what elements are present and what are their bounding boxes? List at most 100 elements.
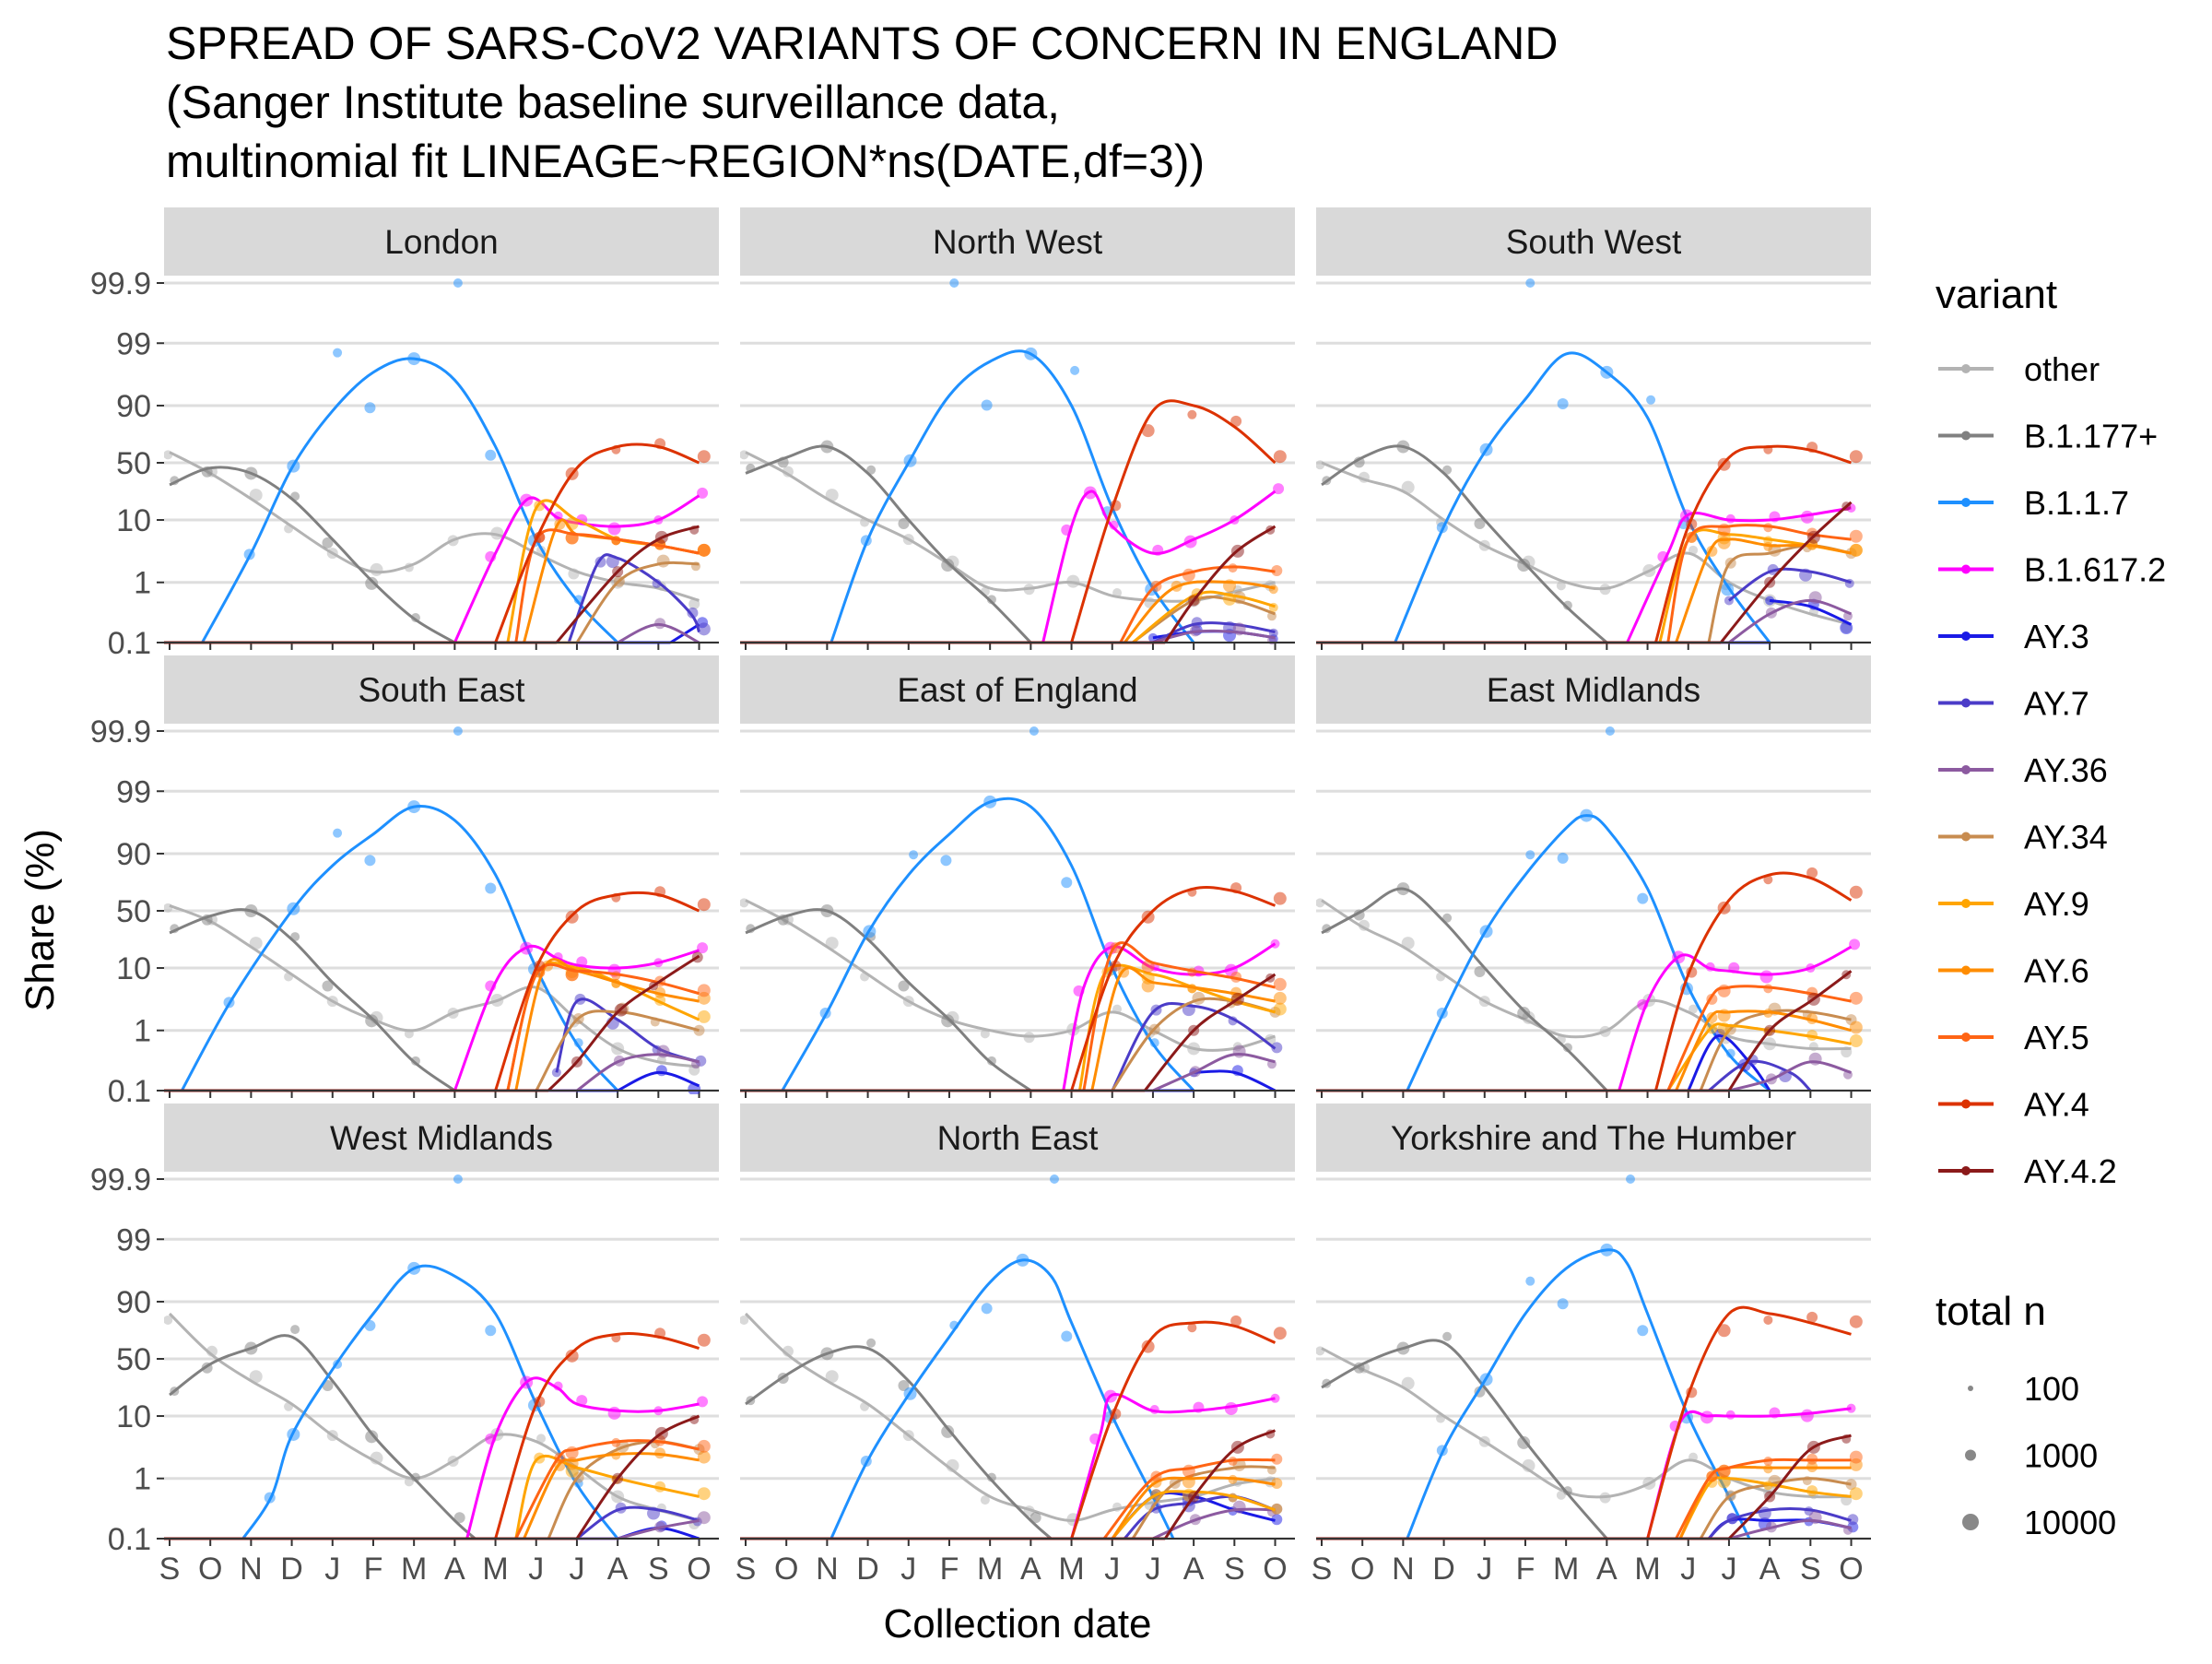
- point-ay-36: [654, 1521, 666, 1533]
- y-tick-label: 99.9: [90, 266, 151, 301]
- y-tick-label: 99: [116, 774, 151, 809]
- point-b-1-1-7: [860, 1456, 872, 1468]
- point-other: [782, 1345, 794, 1357]
- line-ay-7: [567, 553, 700, 643]
- y-tick-label: 1: [134, 1014, 151, 1049]
- point-ay-4: [1110, 960, 1122, 972]
- point-ay-3: [1231, 1065, 1243, 1077]
- point-other: [206, 1345, 218, 1357]
- point-ay-34: [1169, 1477, 1181, 1489]
- point-other: [1688, 545, 1699, 555]
- point-other: [1112, 588, 1123, 598]
- point-b-1-1-7: [1557, 397, 1569, 409]
- point-b-1-177: [1396, 440, 1410, 454]
- y-tick-label: 10: [116, 1399, 151, 1434]
- legend-key-dot: [1961, 899, 1971, 908]
- line-b-1-177: [169, 908, 456, 1092]
- point-ay-7: [1191, 617, 1203, 629]
- point-b-1-1-7: [863, 925, 877, 938]
- point-ay-36: [1808, 1511, 1822, 1525]
- point-ay-4: [1806, 867, 1818, 879]
- point-other: [1436, 972, 1446, 982]
- point-b-1-177: [201, 914, 213, 926]
- x-tick-label: O: [198, 1552, 222, 1587]
- point-b-1-177: [410, 612, 420, 622]
- point-ay-4: [1717, 901, 1731, 915]
- strip-label-yorkshire-and-the-humber: Yorkshire and The Humber: [1391, 1119, 1796, 1157]
- line-ay-4-2: [555, 525, 700, 643]
- point-b-1-177: [244, 1341, 258, 1355]
- x-tick-label: O: [1350, 1552, 1374, 1587]
- point-b-1-1-7: [453, 1174, 463, 1184]
- line-ay-4-2: [1727, 1434, 1852, 1540]
- point-b-1-617-2: [697, 942, 709, 954]
- point-ay-7: [1844, 578, 1854, 588]
- line-ay-36: [1152, 1053, 1276, 1092]
- x-tick-label: J: [528, 1552, 544, 1587]
- point-ay-6: [1187, 984, 1197, 994]
- size-legend-dot: [1962, 1514, 1979, 1530]
- point-ay-3: [1271, 1514, 1283, 1526]
- point-ay-7: [1767, 563, 1779, 575]
- y-tick-label: 1: [134, 1462, 151, 1497]
- point-ay-7: [606, 555, 619, 569]
- x-tick-label: A: [607, 1552, 629, 1587]
- line-ay-36: [1728, 1060, 1852, 1092]
- point-other: [164, 903, 173, 913]
- point-b-1-1-7: [909, 850, 919, 860]
- point-other: [1066, 574, 1080, 588]
- point-ay-5: [1273, 977, 1287, 991]
- point-ay-4: [1187, 1323, 1197, 1333]
- strip-east-midlands: [1316, 655, 1871, 724]
- y-tick-label: 1: [134, 566, 151, 601]
- point-other: [1358, 471, 1370, 483]
- line-ay-7: [1728, 567, 1852, 602]
- point-ay-34: [1148, 1023, 1160, 1035]
- point-ay-6: [1806, 1013, 1818, 1025]
- point-b-1-177: [941, 1014, 955, 1028]
- point-other: [1023, 1032, 1035, 1044]
- point-other: [1316, 898, 1325, 908]
- point-ay-6: [1849, 1021, 1863, 1034]
- point-b-1-1-7: [407, 352, 421, 366]
- point-b-1-617-2: [1149, 1404, 1159, 1414]
- y-tick-label: 0.1: [108, 1074, 151, 1109]
- point-ay-5: [1849, 529, 1863, 543]
- point-b-1-1-7: [1436, 522, 1448, 534]
- legend-item-ay-36: AY.36: [1938, 751, 2108, 789]
- legend-key-dot: [1961, 765, 1971, 774]
- point-ay-36: [1232, 622, 1246, 636]
- point-ay-7: [551, 1068, 561, 1078]
- size-legend-dot: [1965, 1449, 1976, 1461]
- series-group-london: [164, 278, 711, 644]
- point-b-1-177: [1562, 1486, 1572, 1496]
- point-other: [1599, 1492, 1611, 1504]
- point-b-1-1-7: [1479, 1373, 1493, 1387]
- point-b-1-177: [1396, 1341, 1410, 1355]
- point-ay-4-2: [1841, 1434, 1852, 1444]
- point-ay-4: [697, 1333, 711, 1347]
- point-b-1-177: [1030, 1512, 1041, 1524]
- point-ay-36: [1266, 1059, 1277, 1069]
- point-ay-4: [1717, 1324, 1731, 1338]
- point-other: [611, 1490, 625, 1504]
- point-b-1-177: [941, 1424, 955, 1438]
- point-b-1-617-2: [485, 550, 497, 562]
- line-ay-3: [1687, 1033, 1771, 1092]
- point-other: [1688, 1452, 1699, 1462]
- point-b-1-1-7: [1016, 1253, 1030, 1267]
- strip-north-west: [740, 207, 1295, 276]
- point-ay-34: [1724, 557, 1736, 569]
- point-b-1-177: [746, 1396, 756, 1406]
- point-ay-4-2: [1841, 970, 1852, 980]
- point-other: [404, 1477, 414, 1487]
- point-ay-5: [1717, 1464, 1731, 1478]
- point-ay-6: [1271, 1477, 1283, 1489]
- point-b-1-177: [322, 537, 334, 549]
- point-ay-36: [654, 618, 666, 630]
- line-ay-4-2: [1727, 970, 1853, 1092]
- point-b-1-617-2: [1083, 486, 1097, 500]
- point-ay-36: [1842, 1069, 1853, 1080]
- point-other: [1187, 1042, 1201, 1056]
